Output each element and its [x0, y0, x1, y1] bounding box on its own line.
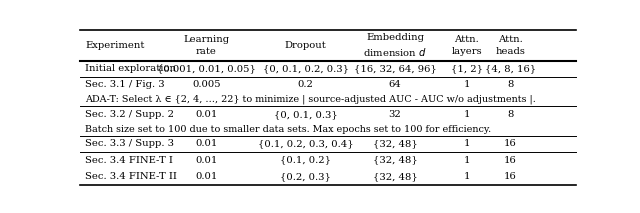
Text: 16: 16: [504, 156, 517, 165]
Text: 16: 16: [504, 172, 517, 181]
Text: {0.2, 0.3}: {0.2, 0.3}: [280, 172, 331, 181]
Text: {32, 48}: {32, 48}: [372, 140, 417, 148]
Text: 0.01: 0.01: [195, 172, 218, 181]
Text: 8: 8: [508, 110, 514, 119]
Text: Attn.
heads: Attn. heads: [495, 35, 525, 56]
Text: 1: 1: [463, 140, 470, 148]
Text: 0.01: 0.01: [195, 110, 218, 119]
Text: {32, 48}: {32, 48}: [372, 156, 417, 165]
Text: ADA-T: Select λ ∈ {2, 4, …, 22} to minimize | source-adjusted AUC - AUC w/o adju: ADA-T: Select λ ∈ {2, 4, …, 22} to minim…: [85, 95, 536, 104]
Text: Sec. 3.4 FINE-T I: Sec. 3.4 FINE-T I: [85, 156, 173, 165]
Text: {0.1, 0.2}: {0.1, 0.2}: [280, 156, 331, 165]
Text: 8: 8: [508, 81, 514, 89]
Text: 16: 16: [504, 140, 517, 148]
Text: 1: 1: [463, 110, 470, 119]
Text: 1: 1: [463, 81, 470, 89]
Text: {0, 0.1, 0.3}: {0, 0.1, 0.3}: [274, 110, 337, 119]
Text: 0.01: 0.01: [195, 156, 218, 165]
Text: {1, 2}: {1, 2}: [451, 64, 483, 73]
Text: {0.1, 0.2, 0.3, 0.4}: {0.1, 0.2, 0.3, 0.4}: [258, 140, 353, 148]
Text: Dropout: Dropout: [285, 41, 326, 50]
Text: Sec. 3.3 / Supp. 3: Sec. 3.3 / Supp. 3: [85, 140, 174, 148]
Text: Initial exploration: Initial exploration: [85, 64, 176, 73]
Text: Learning
rate: Learning rate: [184, 35, 230, 56]
Text: 32: 32: [388, 110, 401, 119]
Text: 1: 1: [463, 172, 470, 181]
Text: 0.005: 0.005: [192, 81, 221, 89]
Text: Sec. 3.4 FINE-T II: Sec. 3.4 FINE-T II: [85, 172, 177, 181]
Text: Embedding
dimension $d$: Embedding dimension $d$: [363, 33, 427, 58]
Text: 64: 64: [388, 81, 401, 89]
Text: {0.001, 0.01, 0.05}: {0.001, 0.01, 0.05}: [157, 64, 256, 73]
Text: Attn.
layers: Attn. layers: [452, 35, 482, 56]
Text: 0.2: 0.2: [298, 81, 314, 89]
Text: Batch size set to 100 due to smaller data sets. Max epochs set to 100 for effici: Batch size set to 100 due to smaller dat…: [85, 125, 491, 134]
Text: {16, 32, 64, 96}: {16, 32, 64, 96}: [353, 64, 436, 73]
Text: {0, 0.1, 0.2, 0.3}: {0, 0.1, 0.2, 0.3}: [262, 64, 349, 73]
Text: Sec. 3.2 / Supp. 2: Sec. 3.2 / Supp. 2: [85, 110, 174, 119]
Text: 1: 1: [463, 156, 470, 165]
Text: {32, 48}: {32, 48}: [372, 172, 417, 181]
Text: 0.01: 0.01: [195, 140, 218, 148]
Text: Experiment: Experiment: [85, 41, 145, 50]
Text: {4, 8, 16}: {4, 8, 16}: [485, 64, 536, 73]
Text: Sec. 3.1 / Fig. 3: Sec. 3.1 / Fig. 3: [85, 81, 164, 89]
